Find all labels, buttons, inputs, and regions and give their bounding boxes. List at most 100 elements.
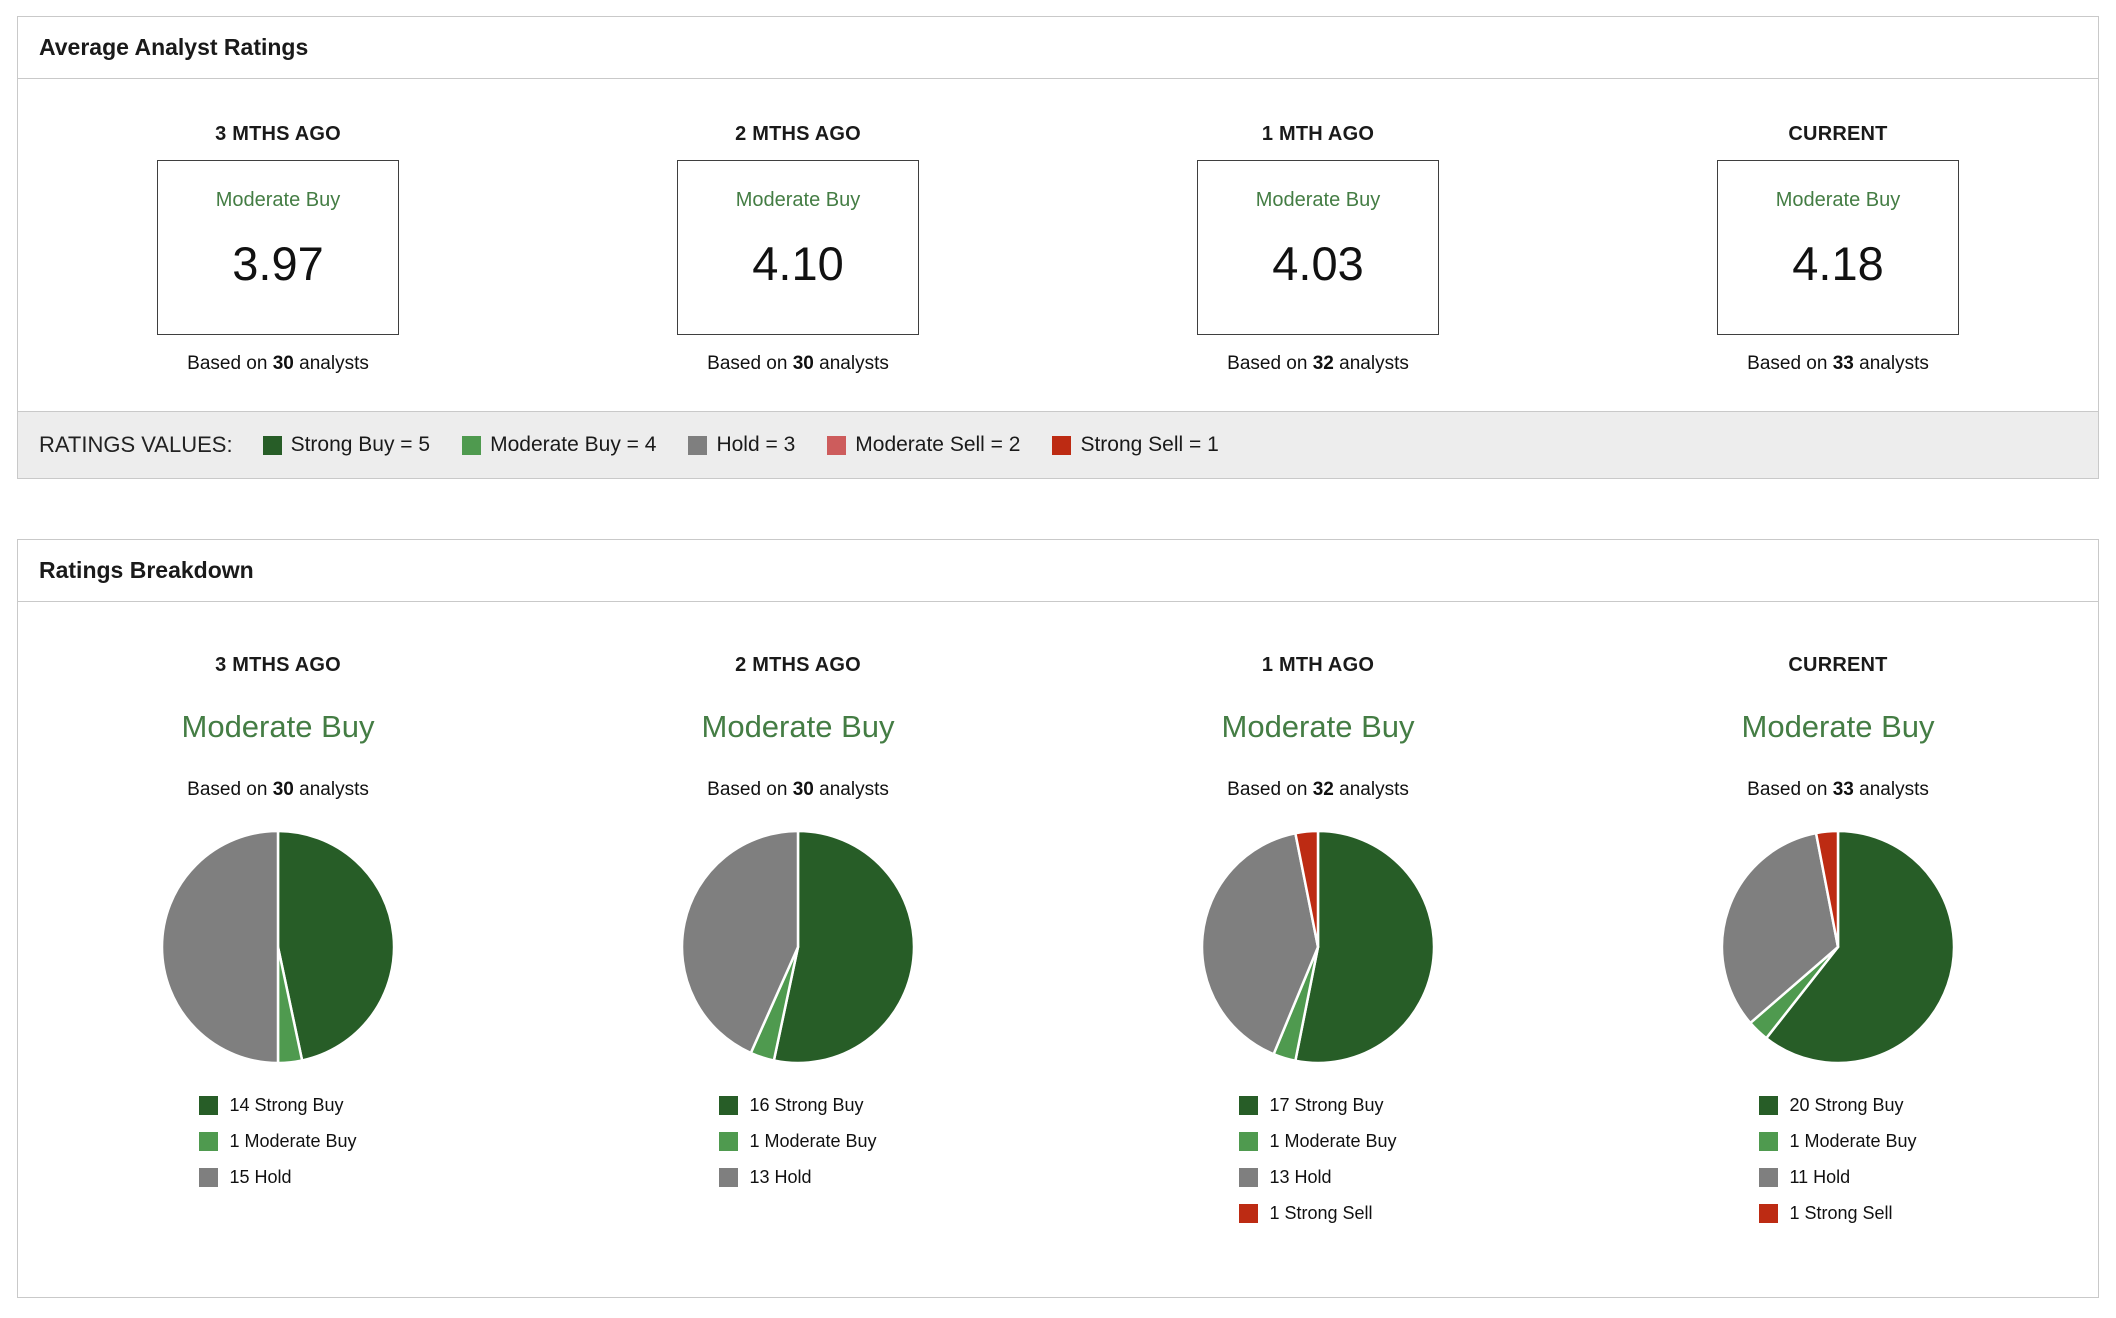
ratings-breakdown-panel: Ratings Breakdown 3 MTHS AGO Moderate Bu… — [17, 539, 2099, 1298]
period-label: 2 MTHS AGO — [735, 654, 861, 676]
average-column: CURRENT Moderate Buy 4.18 Based on 33 an… — [1578, 123, 2098, 375]
pie-chart-svg — [680, 829, 916, 1065]
consensus-rating: Moderate Buy — [215, 189, 341, 211]
breakdown-column: 3 MTHS AGO Moderate Buy Based on 30 anal… — [18, 654, 538, 1239]
pie-legend-item: 1 Moderate Buy — [719, 1131, 877, 1152]
pie-legend-item: 1 Moderate Buy — [1239, 1131, 1397, 1152]
pie-legend-label: 1 Strong Sell — [1789, 1203, 1893, 1223]
pie-chart — [158, 827, 398, 1067]
legend-item: Moderate Sell = 2 — [827, 433, 1020, 457]
period-label: 3 MTHS AGO — [215, 123, 341, 145]
consensus-rating: Moderate Buy — [1741, 709, 1935, 744]
average-ratings-panel: Average Analyst Ratings 3 MTHS AGO Moder… — [17, 16, 2099, 479]
based-on-text: Based on — [1227, 353, 1308, 374]
legend-swatch — [719, 1096, 739, 1115]
analysts-text: analysts — [1339, 353, 1409, 374]
analysts-text: analysts — [819, 779, 889, 800]
pie-legend-label: 11 Hold — [1789, 1167, 1851, 1187]
breakdown-column: CURRENT Moderate Buy Based on 33 analyst… — [1578, 654, 2098, 1239]
pie-legend-label: 13 Hold — [749, 1167, 812, 1187]
pie-legend-item: 13 Hold — [719, 1167, 876, 1188]
pie-legend-item: 11 Hold — [1759, 1167, 1916, 1188]
ratings-values-legend: RATINGS VALUES: Strong Buy = 5 Moderate … — [18, 411, 2098, 478]
pie-slice — [680, 829, 800, 1055]
rating-value: 3.97 — [232, 237, 324, 290]
legend-swatch — [719, 1132, 739, 1151]
pie-slice — [1720, 831, 1840, 1025]
pie-legend-item: 1 Moderate Buy — [1759, 1131, 1917, 1152]
legend-swatch — [1759, 1132, 1779, 1151]
consensus-rating: Moderate Buy — [701, 709, 895, 744]
pie-legend-item: 13 Hold — [1239, 1167, 1396, 1188]
legend-swatch — [1759, 1096, 1779, 1115]
based-on-text: Based on — [707, 779, 788, 800]
pie-legend-label: 16 Strong Buy — [749, 1095, 864, 1115]
pie-legend-item: 20 Strong Buy — [1759, 1095, 1916, 1116]
rating-value: 4.18 — [1792, 237, 1884, 290]
pie-legend-label: 1 Moderate Buy — [749, 1131, 877, 1151]
rating-box: Moderate Buy 4.10 — [677, 160, 919, 335]
period-label: 2 MTHS AGO — [735, 123, 861, 145]
pie-legend-label: 13 Hold — [1269, 1167, 1332, 1187]
legend-swatch — [719, 1168, 739, 1187]
pie-legend-label: 1 Moderate Buy — [229, 1131, 357, 1151]
average-ratings-columns: 3 MTHS AGO Moderate Buy 3.97 Based on 30… — [18, 79, 2098, 411]
pie-legend-label: 1 Moderate Buy — [1269, 1131, 1397, 1151]
analyst-count-value: 33 — [1832, 779, 1854, 800]
based-on-text: Based on — [1227, 779, 1308, 800]
analyst-count-line: Based on 32 analysts — [1227, 779, 1409, 801]
pie-legend-label: 1 Strong Sell — [1269, 1203, 1373, 1223]
breakdown-column: 1 MTH AGO Moderate Buy Based on 32 analy… — [1058, 654, 1578, 1239]
legend-item: Hold = 3 — [688, 433, 795, 457]
legend-swatch — [827, 435, 847, 455]
pie-chart-svg — [1200, 829, 1436, 1065]
average-column: 1 MTH AGO Moderate Buy 4.03 Based on 32 … — [1058, 123, 1578, 375]
based-on-text: Based on — [187, 353, 268, 374]
breakdown-column: 2 MTHS AGO Moderate Buy Based on 30 anal… — [538, 654, 1058, 1239]
pie-chart-svg — [160, 829, 396, 1065]
period-label: 3 MTHS AGO — [215, 654, 341, 676]
pie-slice — [1294, 829, 1436, 1065]
period-label: 1 MTH AGO — [1261, 123, 1375, 145]
analysts-text: analysts — [299, 353, 369, 374]
legend-swatch — [688, 435, 708, 455]
analyst-count-line: Based on 32 analysts — [1227, 353, 1409, 375]
rating-box: Moderate Buy 4.18 — [1717, 160, 1959, 335]
average-column: 3 MTHS AGO Moderate Buy 3.97 Based on 30… — [18, 123, 538, 375]
legend-item-label: Moderate Sell = 2 — [855, 433, 1021, 456]
breakdown-columns: 3 MTHS AGO Moderate Buy Based on 30 anal… — [18, 602, 2098, 1297]
based-on-text: Based on — [1747, 353, 1828, 374]
pie-chart — [1198, 827, 1438, 1067]
pie-legend: 17 Strong Buy 1 Moderate Buy 13 Hold 1 Stro… — [1239, 1095, 1397, 1239]
consensus-rating: Moderate Buy — [1255, 189, 1381, 211]
legend-swatch — [1239, 1204, 1259, 1223]
period-label: 1 MTH AGO — [1261, 654, 1375, 676]
pie-legend-item: 17 Strong Buy — [1239, 1095, 1396, 1116]
analysts-text: analysts — [1859, 779, 1929, 800]
legend-item-label: Hold = 3 — [716, 433, 796, 456]
analysts-text: analysts — [1339, 779, 1409, 800]
pie-legend-item: 15 Hold — [199, 1167, 356, 1188]
analysts-text: analysts — [819, 353, 889, 374]
legend-swatch — [1052, 435, 1072, 455]
analysts-text: analysts — [299, 779, 369, 800]
pie-slice — [1200, 831, 1320, 1056]
legend-swatch — [1239, 1096, 1259, 1115]
pie-legend-label: 17 Strong Buy — [1269, 1095, 1384, 1115]
consensus-rating: Moderate Buy — [1775, 189, 1901, 211]
analyst-count-value: 33 — [1832, 353, 1854, 374]
pie-legend-label: 1 Moderate Buy — [1789, 1131, 1917, 1151]
analyst-count-value: 30 — [792, 779, 814, 800]
analyst-count-line: Based on 30 analysts — [707, 353, 889, 375]
rating-value: 4.03 — [1272, 237, 1364, 290]
pie-legend-label: 14 Strong Buy — [229, 1095, 344, 1115]
legend-swatch — [199, 1132, 219, 1151]
ratings-values-label: RATINGS VALUES: — [39, 432, 233, 457]
pie-slice — [160, 829, 280, 1065]
consensus-rating: Moderate Buy — [735, 189, 861, 211]
analyst-count-value: 30 — [792, 353, 814, 374]
pie-legend: 16 Strong Buy 1 Moderate Buy 13 Hold — [719, 1095, 877, 1203]
pie-slice — [1814, 829, 1840, 949]
legend-item-label: Strong Sell = 1 — [1080, 433, 1219, 456]
